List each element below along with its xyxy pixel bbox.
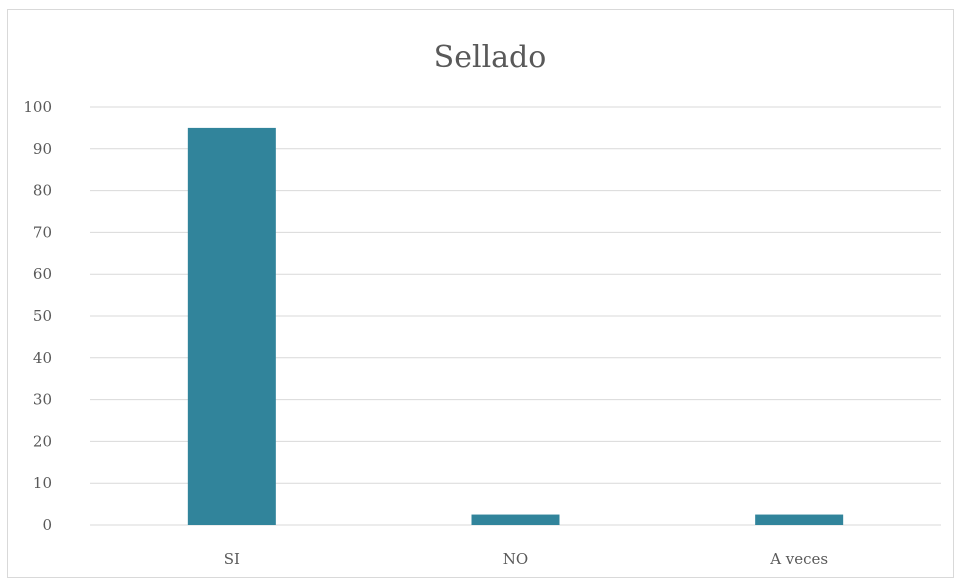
bars [187, 127, 844, 526]
y-tick-label: 10 [33, 474, 52, 492]
y-tick-label: 20 [33, 432, 52, 450]
bar-a-veces [755, 514, 844, 525]
bar-no [471, 514, 560, 525]
y-tick-label: 0 [42, 516, 52, 534]
y-tick-label: 80 [33, 182, 52, 200]
y-tick-label: 70 [33, 223, 52, 241]
x-axis-labels: SI NO A veces [224, 550, 828, 568]
y-tick-label: 40 [33, 349, 52, 367]
x-category-label: A veces [769, 550, 828, 568]
chart-title: Sellado [434, 40, 547, 75]
y-tick-label: 90 [33, 140, 52, 158]
y-tick-label: 50 [33, 307, 52, 325]
y-axis-ticks: 0 10 20 30 40 50 60 70 80 90 100 [23, 98, 52, 534]
y-tick-label: 60 [33, 265, 52, 283]
bar-si [187, 127, 276, 526]
x-category-label: SI [224, 550, 240, 568]
y-tick-label: 100 [23, 98, 52, 116]
x-category-label: NO [503, 550, 528, 568]
y-tick-label: 30 [33, 391, 52, 409]
